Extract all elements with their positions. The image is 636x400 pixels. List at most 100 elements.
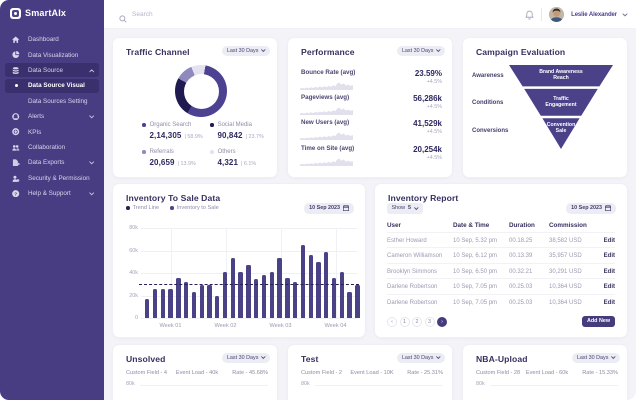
- search-input[interactable]: Search: [132, 11, 153, 18]
- sidebar-item-help-support[interactable]: ? Help & Support: [0, 186, 104, 201]
- sidebar-item-data-source[interactable]: Data Source: [0, 63, 104, 78]
- sidebar-item-data-visualization[interactable]: Data Visualization: [0, 47, 104, 62]
- unsolved-filter-dropdown[interactable]: Last 30 Days: [222, 353, 270, 363]
- bell-icon: [12, 113, 20, 121]
- sidebar-item-label: Collaboration: [28, 143, 66, 151]
- legend-value-row: 90,842 | 23.7%: [210, 131, 264, 140]
- cell-user: Brooklyn Simmons: [387, 268, 438, 275]
- svg-text:?: ?: [14, 191, 17, 197]
- bar: [222, 271, 228, 318]
- smartaix-logo-icon: [10, 7, 21, 19]
- nba-upload-filter-dropdown[interactable]: Last 30 Days: [572, 353, 620, 363]
- unsolved-card: Unsolved Last 30 Days Custom Field - 4 Even…: [112, 344, 278, 400]
- cell-commission: 30,291 USD: [549, 268, 582, 275]
- add-new-button[interactable]: Add New: [582, 315, 615, 327]
- bell-icon[interactable]: [525, 10, 534, 20]
- edit-link[interactable]: Edit: [603, 284, 615, 291]
- active-bullet-icon: [15, 84, 18, 88]
- nba-upload-card: NBA-Upload Last 30 Days Custom Field - 28 E…: [462, 344, 628, 400]
- sidebar-item-collaboration[interactable]: Collaboration: [0, 140, 104, 155]
- traffic-legend-item: Others 4,321 | 6.1%: [210, 149, 256, 167]
- cell-user: Esther Howard: [387, 237, 427, 244]
- legend-value: 90,842: [217, 130, 243, 140]
- edit-link[interactable]: Edit: [603, 237, 615, 244]
- col-datetime: Date & Time: [453, 222, 490, 229]
- filter-label: Last 30 Days: [226, 355, 259, 361]
- x-tick-label: Week 04: [324, 323, 347, 329]
- cell-datetime: 10 Sep, 7.05 pm: [453, 284, 498, 291]
- sidebar-item-label: Data Exports: [28, 159, 65, 167]
- show-rows-dropdown[interactable]: Show 5: [387, 203, 424, 214]
- traffic-legend-item: Social Media 90,842 | 23.7%: [210, 122, 264, 140]
- inventory-report-date-picker[interactable]: 10 Sep 2023: [566, 203, 616, 214]
- sidebar-item-alerts[interactable]: Alerts: [0, 109, 104, 124]
- legend-inventory-to-sale: Inventory to Sale: [170, 205, 219, 211]
- stage-line1: Brand Awareness: [539, 69, 583, 75]
- metric-delta: +4.5%: [426, 79, 442, 85]
- sidebar-item-data-exports[interactable]: Data Exports: [0, 155, 104, 170]
- legend-dot-icon: [210, 150, 214, 154]
- page-2-button[interactable]: 2: [412, 317, 422, 327]
- cell-user: Darlene Robertson: [387, 284, 438, 291]
- performance-filter-dropdown[interactable]: Last 30 Days: [397, 46, 445, 56]
- page-1-button[interactable]: 1: [399, 317, 410, 327]
- cell-user: Darlene Robertson: [387, 299, 438, 306]
- bar: [145, 298, 150, 318]
- metric-value: 23.59%: [414, 69, 442, 78]
- page-next-button[interactable]: ›: [437, 317, 447, 327]
- topbar-divider: [541, 8, 543, 21]
- legend-value-row: 2,14,305 | 58.9%: [142, 131, 203, 140]
- inventory-report-card: Inventory Report Show 5 10 Sep 2023 User …: [374, 183, 628, 338]
- gridline-h: [315, 384, 443, 386]
- edit-link[interactable]: Edit: [603, 299, 615, 306]
- inventory-chart-legend: Trend Line Inventory to Sale: [126, 205, 219, 211]
- stat-event-load: Event Load - 60k: [525, 370, 569, 376]
- stat-custom-field: Custom Field - 28: [476, 370, 521, 376]
- metric-label: Bounce Rate (avg): [301, 69, 356, 76]
- sidebar-item-dashboard[interactable]: Dashboard: [0, 32, 104, 47]
- sidebar-item-data-sources-setting[interactable]: Data Sources Setting: [0, 94, 104, 109]
- campaign-funnel-chart: Brand Awareness Reach Traffic Engagement C…: [509, 65, 613, 149]
- sidebar-item-data-source-visual[interactable]: Data Source Visual: [0, 78, 104, 93]
- bar: [331, 277, 337, 318]
- filter-label: Last 30 Days: [226, 48, 259, 54]
- bar: [215, 295, 220, 318]
- cell-datetime: 10 Sep, 6.50 pm: [453, 268, 498, 275]
- stage-line2: Engagement: [545, 101, 577, 108]
- stat-event-load: Event Load - 40k: [175, 370, 219, 376]
- gridline-h: [141, 228, 357, 229]
- page-3-button[interactable]: 3: [424, 317, 435, 327]
- search-icon[interactable]: [119, 10, 127, 23]
- funnel-stage-1-label: Brand Awareness Reach: [509, 69, 613, 82]
- campaign-evaluation-card: Campaign Evaluation Awareness Conditions…: [462, 37, 628, 178]
- legend-percent: | 23.7%: [245, 133, 264, 140]
- user-avatar[interactable]: [549, 7, 565, 22]
- chevron-down-icon: [261, 356, 266, 360]
- user-menu-chevron-icon[interactable]: [622, 13, 628, 17]
- gridline-v: [170, 228, 172, 318]
- col-commission: Commission: [549, 222, 587, 229]
- edit-link[interactable]: Edit: [603, 268, 615, 275]
- bar: [238, 271, 243, 318]
- user-name[interactable]: Leslie Alexander: [571, 11, 617, 18]
- bar: [316, 261, 321, 318]
- inventory-chart-date-picker[interactable]: 10 Sep 2023: [304, 203, 354, 214]
- cell-datetime: 10 Sep, 5.32 pm: [453, 237, 498, 244]
- traffic-donut-chart: [175, 65, 227, 117]
- traffic-filter-dropdown[interactable]: Last 30 Days: [222, 46, 270, 56]
- sidebar-item-security-permission[interactable]: Security & Permission: [0, 171, 104, 186]
- chevron-down-icon: [611, 356, 616, 360]
- logo: SmartAIx: [10, 7, 66, 19]
- sidebar-item-kpis[interactable]: KPIs: [0, 124, 104, 139]
- traffic-channel-title: Traffic Channel: [126, 47, 190, 57]
- legend-label: Social Media: [217, 122, 252, 128]
- test-filter-dropdown[interactable]: Last 30 Days: [397, 353, 445, 363]
- test-card: Test Last 30 Days Custom Field - 2 Event Lo…: [287, 344, 453, 400]
- inventory-to-sale-title: Inventory To Sale Data: [126, 193, 221, 203]
- page-prev-button[interactable]: ‹: [387, 317, 397, 327]
- bar: [277, 258, 282, 318]
- database-icon: [12, 66, 20, 74]
- test-stats: Custom Field - 2 Event Load - 10K Rate - 2…: [301, 370, 443, 378]
- edit-link[interactable]: Edit: [603, 253, 615, 260]
- legend-dot-icon: [142, 150, 146, 154]
